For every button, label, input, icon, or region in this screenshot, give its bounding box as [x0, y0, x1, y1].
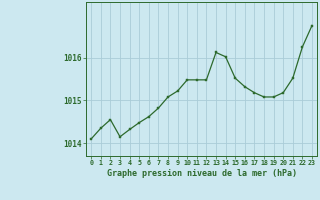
X-axis label: Graphe pression niveau de la mer (hPa): Graphe pression niveau de la mer (hPa) — [107, 169, 297, 178]
